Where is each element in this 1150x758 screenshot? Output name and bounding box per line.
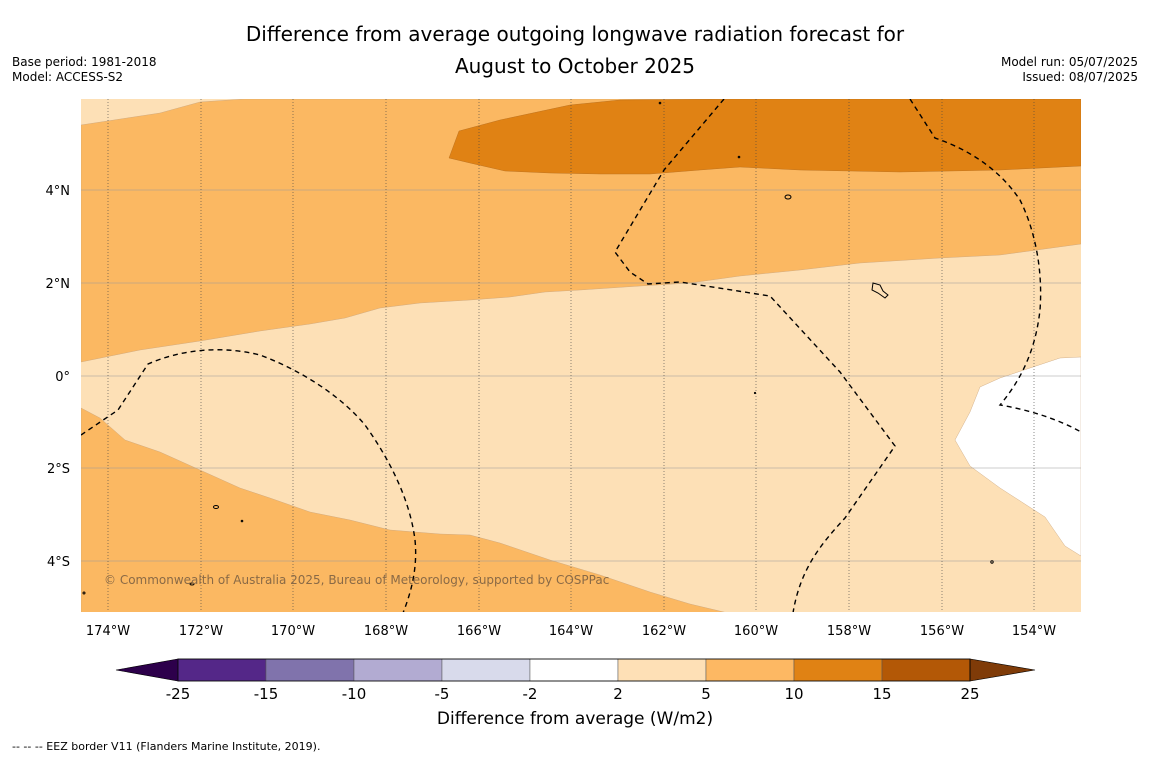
colorbar-segment — [441, 658, 531, 682]
colorbar — [115, 658, 1036, 682]
meta-right: Model run: 05/07/2025 Issued: 08/07/2025 — [1001, 55, 1138, 85]
lat-label-4s: 4°S — [47, 555, 70, 570]
lon-label-158w: 158°W — [827, 624, 871, 639]
cbar-tick: -10 — [342, 685, 367, 703]
lon-label-160w: 160°W — [734, 624, 778, 639]
lon-label-164w: 164°W — [549, 624, 593, 639]
cbar-tick: -25 — [166, 685, 191, 703]
colorbar-segment — [705, 658, 795, 682]
region-neg2-to-2 — [954, 356, 1081, 557]
lon-label-170w: 170°W — [271, 624, 315, 639]
colorbar-low-extension — [115, 658, 179, 682]
lat-label-2n: 2°N — [46, 277, 71, 292]
latitude-labels: 4°N 2°N 0° 2°S 4°S — [46, 184, 71, 570]
colorbar-segment — [353, 658, 443, 682]
cbar-tick: -5 — [435, 685, 450, 703]
lon-label-168w: 168°W — [364, 624, 408, 639]
cbar-tick: 5 — [701, 685, 711, 703]
lon-label-154w: 154°W — [1012, 624, 1056, 639]
cbar-tick: -2 — [523, 685, 538, 703]
colorbar-label: Difference from average (W/m2) — [436, 709, 714, 729]
lon-label-172w: 172°W — [179, 624, 223, 639]
chart-title: Difference from average outgoing longwav… — [0, 18, 1150, 82]
credit-text: © Commonwealth of Australia 2025, Bureau… — [104, 573, 609, 587]
issued-text: Issued: 08/07/2025 — [1022, 70, 1138, 84]
cbar-tick: 15 — [872, 685, 891, 703]
latitude-gridlines — [81, 189, 1081, 562]
base-period-text: Base period: 1981-2018 — [12, 55, 157, 69]
colorbar-segment — [529, 658, 619, 682]
lon-label-166w: 166°W — [457, 624, 501, 639]
region-10-to-15 — [448, 99, 1081, 175]
colorbar-outline — [177, 658, 971, 682]
cbar-tick: 2 — [613, 685, 623, 703]
lon-label-162w: 162°W — [642, 624, 686, 639]
colorbar-segment — [265, 658, 355, 682]
colorbar-segment — [881, 658, 971, 682]
cbar-tick: 10 — [784, 685, 803, 703]
lat-label-0: 0° — [55, 370, 70, 385]
cbar-tick: 25 — [960, 685, 979, 703]
title-line-1: Difference from average outgoing longwav… — [245, 22, 905, 46]
colorbar-segment — [177, 658, 267, 682]
colorbar-tick-labels: -25 -15 -10 -5 -2 2 5 10 15 25 — [166, 685, 980, 703]
map-plot-area: © Commonwealth of Australia 2025, Bureau… — [81, 99, 1081, 612]
lon-label-174w: 174°W — [86, 624, 130, 639]
eez-footnote: -- -- -- EEZ border V11 (Flanders Marine… — [12, 740, 321, 753]
lat-label-2s: 2°S — [47, 462, 70, 477]
cbar-tick: -15 — [254, 685, 279, 703]
colorbar-high-extension — [969, 658, 1036, 682]
lat-label-4n: 4°N — [46, 184, 71, 199]
lon-label-156w: 156°W — [920, 624, 964, 639]
eez-borders — [81, 99, 1081, 612]
title-line-2: August to October 2025 — [454, 54, 696, 78]
colorbar-segment — [617, 658, 707, 682]
island-outlines — [82, 101, 994, 595]
model-run-text: Model run: 05/07/2025 — [1000, 55, 1138, 69]
model-text: Model: ACCESS-S2 — [12, 70, 124, 84]
meta-left: Base period: 1981-2018 Model: ACCESS-S2 — [12, 55, 157, 85]
longitude-labels: 174°W 172°W 170°W 168°W 166°W 164°W 162°… — [86, 624, 1056, 639]
colorbar-segment — [793, 658, 883, 682]
